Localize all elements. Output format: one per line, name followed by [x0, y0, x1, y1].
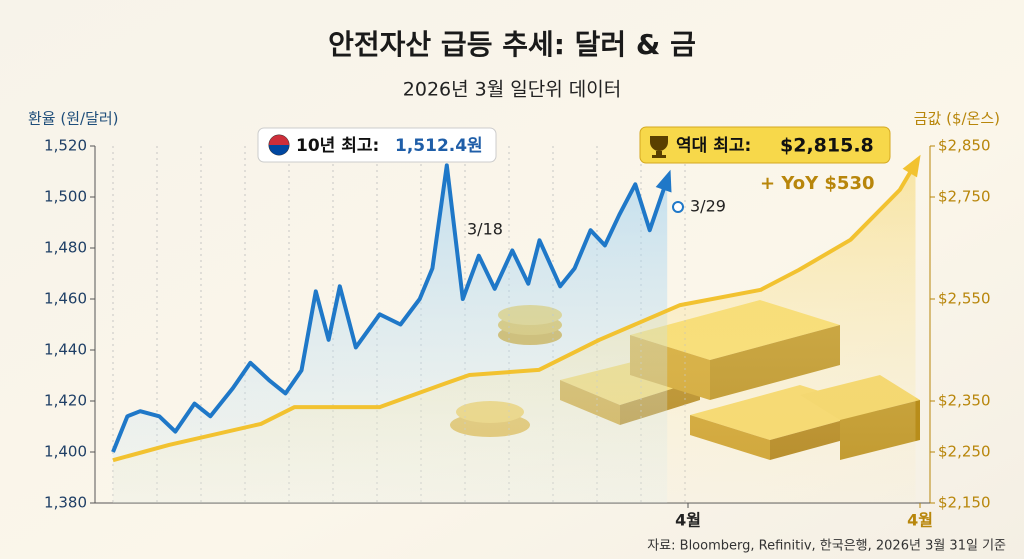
arrow-head: [902, 154, 921, 178]
area-fill: [113, 163, 916, 503]
peak-callout: 10년 최고: 1,512.4원: [257, 127, 497, 163]
y-tick-label: 1,480: [44, 239, 87, 257]
callout-value: $2,815.8: [780, 135, 874, 157]
y2-tick-label: $2,250: [938, 443, 991, 461]
y2-axis-label: 금값 ($/온스): [914, 110, 1000, 128]
y2-tick-label: $2,350: [938, 392, 991, 410]
trophy-icon: [650, 136, 668, 158]
callout-box: [257, 127, 497, 163]
chart-title: 안전자산 급등 추세: 달러 & 금: [328, 28, 696, 61]
y-tick-label: 1,380: [44, 494, 87, 512]
y-tick-label: 1,460: [44, 290, 87, 308]
plot-area: 1,380 1,400 1,420 1,440 1,460 1,480 1,500 1,520…: [44, 137, 990, 530]
chart-subtitle: 2026년 3월 일단위 데이터: [403, 79, 621, 101]
callout-label: 역대 최고:: [676, 136, 751, 156]
y2-tick-label: $2,550: [938, 290, 991, 308]
date-annotation: 3/29: [690, 197, 726, 216]
gold-line: [112, 162, 918, 463]
callout-value: 1,512.4원: [395, 136, 483, 156]
y-tick-label: 1,420: [44, 392, 87, 410]
fx-line: [111, 163, 670, 453]
y-tick-label: 1,440: [44, 341, 87, 359]
arrow-head: [655, 169, 672, 193]
y-axis-label: 환율 (원/달러): [28, 110, 119, 128]
date-annotation: 3/18: [467, 220, 503, 239]
y-tick-label: 1,520: [44, 137, 87, 155]
x2-tick-label: 4월: [907, 511, 933, 530]
source-note: 자료: Bloomberg, Refinitiv, 한국은행, 2026년 3월…: [647, 538, 1006, 554]
y-tick-label: 1,400: [44, 443, 87, 461]
yoy-label: + YoY $530: [760, 173, 875, 194]
y2-tick-label: $2,850: [938, 137, 991, 155]
end-marker: [672, 201, 684, 213]
y2-tick-label: $2,150: [938, 494, 991, 512]
callout-label: 10년 최고:: [296, 136, 379, 156]
gold-callout: 역대 최고: $2,815.8 + YoY $530: [639, 126, 891, 194]
y2-tick-label: $2,750: [938, 188, 991, 206]
x-tick-label: 4월: [675, 511, 701, 530]
y-tick-label: 1,500: [44, 188, 87, 206]
callout-box: [639, 126, 891, 164]
